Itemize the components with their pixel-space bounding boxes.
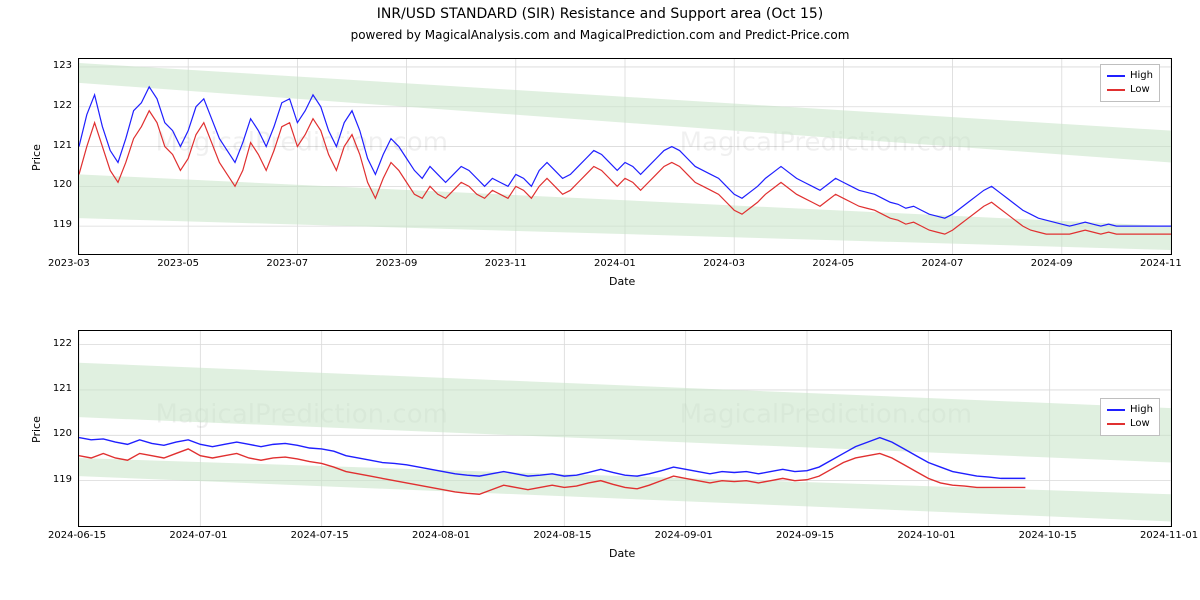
x-tick-label: 2024-06-15 <box>48 530 106 541</box>
x-tick-label: 2024-09-01 <box>655 530 713 541</box>
x-tick-label: 2023-07 <box>266 258 308 269</box>
x-tick-label: 2024-08-01 <box>412 530 470 541</box>
legend-label: High <box>1130 403 1153 417</box>
legend-label: Low <box>1130 83 1150 97</box>
x-tick-label: 2023-03 <box>48 258 90 269</box>
x-tick-label: 2024-07-01 <box>169 530 227 541</box>
bottom-chart-panel: MagicalPrediction.comMagicalPrediction.c… <box>78 330 1172 527</box>
x-tick-label: 2024-05 <box>812 258 854 269</box>
x-tick-label: 2024-11 <box>1140 258 1182 269</box>
y-tick-label: 119 <box>53 474 72 485</box>
y-tick-label: 122 <box>53 100 72 111</box>
x-axis-label: Date <box>609 275 635 288</box>
y-tick-label: 121 <box>53 383 72 394</box>
x-tick-label: 2024-11-01 <box>1140 530 1198 541</box>
y-axis-label: Price <box>30 144 43 171</box>
plot-svg: MagicalPrediction.comMagicalPrediction.c… <box>79 59 1171 254</box>
figure: INR/USD STANDARD (SIR) Resistance and Su… <box>0 0 1200 600</box>
legend: HighLow <box>1100 398 1160 436</box>
legend-swatch <box>1107 409 1125 411</box>
x-axis-label: Date <box>609 547 635 560</box>
x-tick-label: 2024-07-15 <box>291 530 349 541</box>
y-tick-label: 123 <box>53 60 72 71</box>
x-tick-label: 2023-05 <box>157 258 199 269</box>
chart-title: INR/USD STANDARD (SIR) Resistance and Su… <box>0 6 1200 22</box>
x-tick-label: 2024-01 <box>594 258 636 269</box>
x-tick-label: 2023-11 <box>485 258 527 269</box>
support-resistance-band <box>79 458 1171 521</box>
legend: HighLow <box>1100 64 1160 102</box>
legend-label: Low <box>1130 417 1150 431</box>
legend-swatch <box>1107 89 1125 91</box>
y-tick-label: 119 <box>53 219 72 230</box>
x-tick-label: 2024-08-15 <box>533 530 591 541</box>
legend-label: High <box>1130 69 1153 83</box>
y-tick-label: 120 <box>53 179 72 190</box>
x-tick-label: 2024-09-15 <box>776 530 834 541</box>
y-tick-label: 122 <box>53 338 72 349</box>
x-tick-label: 2024-07 <box>922 258 964 269</box>
top-chart-panel: MagicalPrediction.comMagicalPrediction.c… <box>78 58 1172 255</box>
legend-swatch <box>1107 423 1125 425</box>
x-tick-label: 2024-10-01 <box>897 530 955 541</box>
legend-swatch <box>1107 75 1125 77</box>
watermark-text: MagicalPrediction.com <box>155 128 448 158</box>
chart-subtitle: powered by MagicalAnalysis.com and Magic… <box>0 28 1200 42</box>
plot-svg: MagicalPrediction.comMagicalPrediction.c… <box>79 331 1171 526</box>
y-axis-label: Price <box>30 416 43 443</box>
support-resistance-band <box>79 363 1171 463</box>
x-tick-label: 2024-03 <box>703 258 745 269</box>
legend-item: High <box>1107 69 1153 83</box>
legend-item: Low <box>1107 83 1153 97</box>
y-tick-label: 120 <box>53 428 72 439</box>
x-tick-label: 2023-09 <box>376 258 418 269</box>
legend-item: Low <box>1107 417 1153 431</box>
y-tick-label: 121 <box>53 140 72 151</box>
x-tick-label: 2024-09 <box>1031 258 1073 269</box>
legend-item: High <box>1107 403 1153 417</box>
x-tick-label: 2024-10-15 <box>1019 530 1077 541</box>
